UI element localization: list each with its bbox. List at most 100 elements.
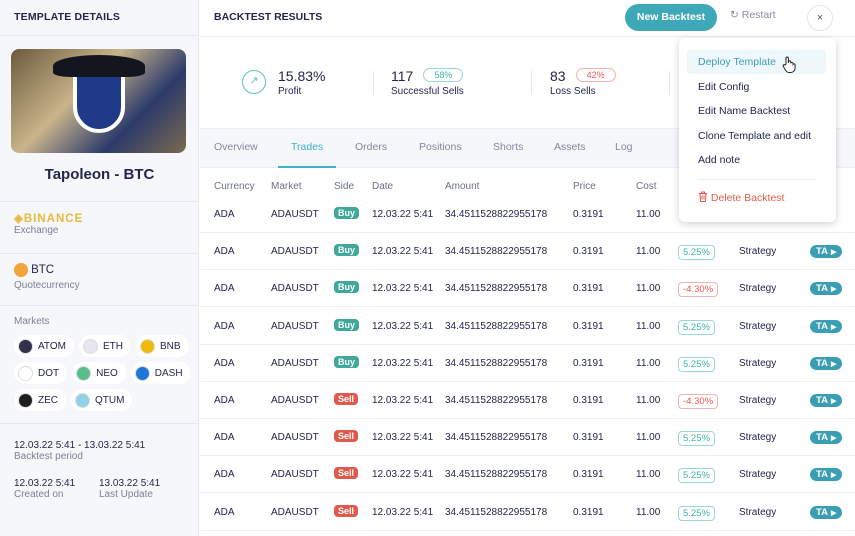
- market-chip-bnb[interactable]: BNB: [135, 335, 189, 357]
- column-header-market[interactable]: Market: [271, 181, 302, 192]
- ta-tag-button[interactable]: TA ▶: [810, 356, 843, 370]
- sidebar-title: TEMPLATE DETAILS: [0, 0, 198, 36]
- tab-positions[interactable]: Positions: [419, 141, 462, 153]
- cell-currency: ADA: [214, 506, 235, 518]
- cell-cost: 11.00: [636, 469, 661, 481]
- menu-divider: [698, 179, 817, 180]
- market-chip-eth[interactable]: ETH: [78, 335, 131, 357]
- table-row[interactable]: ADA ADAUSDT Buy 12.03.22 5:41 34.45115288229…: [200, 345, 855, 382]
- profit-badge: 5.25%: [678, 245, 715, 261]
- market-chip-dot[interactable]: DOT: [14, 362, 68, 384]
- column-header-amount[interactable]: Amount: [445, 181, 480, 192]
- market-chip-label: QTUM: [95, 394, 125, 406]
- side-badge: Sell: [334, 430, 359, 443]
- template-image: [11, 49, 186, 153]
- table-row[interactable]: ADA ADAUSDT Buy 12.03.22 5:41 34.45115288229…: [200, 270, 855, 308]
- ta-tag-label: TA: [816, 395, 828, 406]
- cell-date: 12.03.22 5:41: [372, 432, 434, 444]
- cell-cost: 11.00: [636, 209, 661, 220]
- qtum-icon: [75, 392, 90, 408]
- ta-tag-label: TA: [816, 283, 828, 295]
- side-badge: Sell: [334, 393, 359, 405]
- column-header-cost[interactable]: Cost: [636, 181, 657, 192]
- menu-item-add-note[interactable]: Add note: [698, 154, 741, 166]
- ta-tag-button[interactable]: TA ▶: [810, 431, 843, 445]
- tab-shorts[interactable]: Shorts: [493, 141, 524, 153]
- cell-strategy: Strategy: [739, 469, 777, 481]
- created-label: Created on: [14, 489, 64, 500]
- cell-cost: 11.00: [636, 246, 661, 258]
- stats-panel: ↗ 15.83% Profit 117 58% Successful Sells 83…: [200, 38, 855, 128]
- successful-pct-badge: 58%: [423, 68, 464, 82]
- market-chip-label: DASH: [154, 367, 183, 379]
- market-chip-zec[interactable]: ZEC: [14, 389, 66, 411]
- play-arrow-icon: ▶: [830, 360, 837, 368]
- profit-badge: -4.30%: [678, 394, 719, 409]
- ta-tag-button[interactable]: TA ▶: [810, 245, 843, 259]
- backtest-period-label: Backtest period: [14, 451, 83, 462]
- cell-price: 0.3191: [573, 283, 604, 295]
- play-arrow-icon: ▶: [830, 435, 837, 443]
- btc-icon: [14, 263, 28, 277]
- cell-market: ADAUSDT: [271, 283, 319, 295]
- market-chip-label: ATOM: [38, 340, 66, 352]
- table-row[interactable]: ADA ADAUSDT Sell 12.03.22 5:41 34.4511528822…: [200, 494, 855, 531]
- restart-button[interactable]: ↻ Restart: [730, 9, 776, 21]
- page-title: BACKTEST RESULTS: [214, 11, 323, 23]
- column-header-price[interactable]: Price: [573, 181, 596, 192]
- cell-price: 0.3191: [573, 209, 604, 220]
- ta-tag-button[interactable]: TA ▶: [810, 394, 843, 407]
- market-chip-qtum[interactable]: QTUM: [71, 389, 133, 411]
- ta-tag-button[interactable]: TA ▶: [810, 319, 843, 333]
- table-row[interactable]: ADA ADAUSDT Sell 12.03.22 5:41 34.4511528822…: [200, 382, 855, 419]
- side-badge: Sell: [334, 467, 359, 480]
- table-row[interactable]: ADA ADAUSDT Buy 12.03.22 5:41 34.45115288229…: [200, 196, 855, 233]
- cell-date: 12.03.22 5:41: [372, 320, 434, 332]
- tab-trades[interactable]: Trades: [277, 141, 337, 168]
- close-button[interactable]: ×: [807, 5, 833, 31]
- side-badge: Buy: [334, 355, 360, 368]
- column-header-currency[interactable]: Currency: [214, 181, 255, 192]
- side-badge: Buy: [334, 244, 360, 257]
- neo-icon: [76, 365, 92, 381]
- cell-amount: 34.4511528822955178: [445, 283, 548, 295]
- market-chip-dash[interactable]: DASH: [130, 362, 191, 384]
- market-chip-neo[interactable]: NEO: [72, 362, 126, 384]
- profit-badge: 5.25%: [678, 431, 715, 447]
- loss-pct-badge: 42%: [575, 68, 616, 82]
- markets-label: Markets: [14, 316, 50, 327]
- trend-up-icon: ↗: [242, 70, 266, 94]
- tab-overview[interactable]: Overview: [214, 141, 258, 153]
- tab-log[interactable]: Log: [615, 141, 633, 153]
- cell-currency: ADA: [214, 246, 235, 258]
- cell-amount: 34.4511528822955178: [445, 209, 548, 220]
- ta-tag-button[interactable]: TA ▶: [810, 468, 843, 482]
- menu-item-edit-name-backtest[interactable]: Edit Name Backtest: [698, 105, 791, 117]
- new-backtest-button[interactable]: New Backtest: [625, 4, 717, 31]
- column-header-side[interactable]: Side: [334, 181, 355, 192]
- tab-orders[interactable]: Orders: [355, 141, 388, 153]
- table-row[interactable]: ADA ADAUSDT Buy 12.03.22 5:41 34.45115288229…: [200, 308, 855, 345]
- cell-currency: ADA: [214, 209, 235, 220]
- menu-item-clone-template-and-edit[interactable]: Clone Template and edit: [698, 130, 812, 142]
- eth-icon: [82, 338, 98, 354]
- table-row[interactable]: ADA ADAUSDT Sell 12.03.22 5:41 34.4511528822…: [200, 456, 855, 494]
- cell-currency: ADA: [214, 357, 235, 369]
- table-row[interactable]: ADA ADAUSDT Buy 12.03.22 5:41 34.45115288229…: [200, 233, 855, 271]
- cell-price: 0.3191: [573, 506, 604, 518]
- market-chip-atom[interactable]: ATOM: [14, 335, 74, 357]
- column-header-date[interactable]: Date: [372, 181, 394, 192]
- menu-item-deploy-template[interactable]: Deploy Template: [687, 50, 826, 74]
- cell-amount: 34.4511528822955178: [445, 320, 548, 332]
- ta-tag-button[interactable]: TA ▶: [810, 505, 843, 519]
- menu-item-edit-config[interactable]: Edit Config: [698, 81, 750, 93]
- side-badge: Buy: [334, 281, 360, 294]
- dash-icon: [134, 365, 150, 381]
- delete-backtest-menu-item[interactable]: Delete Backtest: [698, 191, 784, 204]
- tab-assets[interactable]: Assets: [554, 141, 586, 153]
- cell-market: ADAUSDT: [271, 469, 319, 481]
- ta-tag-label: TA: [816, 432, 828, 444]
- table-row[interactable]: ADA ADAUSDT Sell 12.03.22 5:41 34.4511528822…: [200, 419, 855, 457]
- ta-tag-button[interactable]: TA ▶: [810, 282, 843, 296]
- side-badge: Buy: [334, 318, 360, 331]
